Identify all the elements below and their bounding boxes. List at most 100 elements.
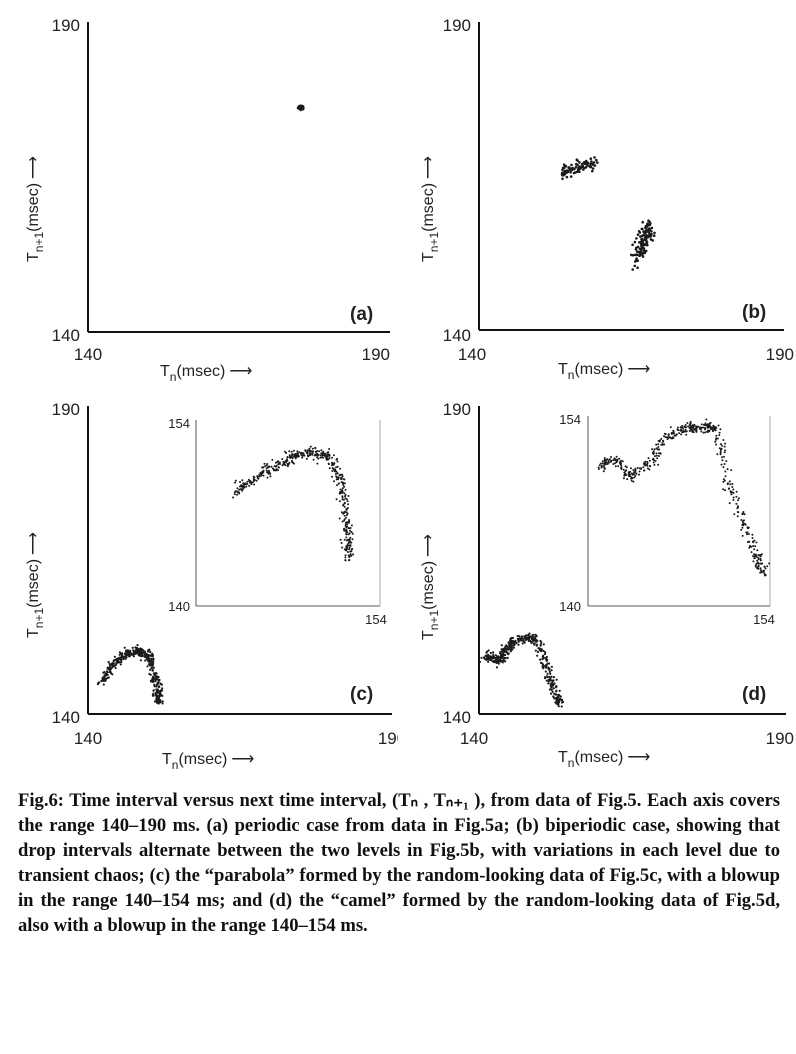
scatter-point	[514, 641, 517, 644]
inset-scatter-point	[602, 470, 605, 473]
scatter-point	[548, 662, 551, 665]
inset-scatter-point	[713, 427, 716, 430]
scatter-point	[644, 249, 648, 253]
inset-scatter-point	[752, 560, 755, 563]
scatter-point	[651, 239, 654, 242]
scatter-point	[161, 694, 164, 697]
inset-scatter-point	[344, 488, 347, 491]
inset-scatter-point	[337, 482, 340, 485]
scatter-point	[110, 672, 113, 675]
scatter-point	[552, 695, 555, 698]
scatter-point	[557, 705, 560, 708]
inset-scatter-point	[763, 570, 765, 572]
scatter-point	[136, 644, 139, 647]
scatter-point	[104, 679, 107, 682]
inset-scatter-point	[309, 452, 311, 455]
inset-scatter-point	[721, 444, 723, 447]
inset-scatter-point	[601, 462, 604, 465]
inset-scatter-point	[342, 478, 345, 481]
inset-scatter-point	[716, 437, 719, 440]
inset-scatter-point	[300, 453, 303, 456]
inset-scatter-point	[614, 459, 617, 462]
inset-scatter-point	[615, 455, 618, 458]
inset-scatter-point	[252, 475, 255, 478]
inset-scatter-point	[340, 511, 343, 514]
inset-scatter-point	[246, 480, 249, 483]
inset-scatter-point	[603, 459, 606, 462]
chart-c-svg: 190 140 140 190 Tn(msec)⟶ Tn+1(msec)⟶ (c…	[25, 400, 406, 772]
scatter-point	[631, 268, 634, 271]
scatter-point	[640, 240, 643, 243]
inset-scatter-point	[339, 538, 342, 541]
scatter-point	[546, 662, 549, 665]
inset-scatter-point	[234, 481, 237, 484]
scatter-point	[148, 660, 151, 663]
scatter-point	[157, 682, 160, 685]
inset-scatter-point	[679, 429, 682, 432]
scatter-point	[539, 658, 542, 661]
inset-scatter-point	[236, 487, 239, 490]
inset-scatter-point	[622, 477, 625, 480]
scatter-point	[553, 682, 556, 685]
inset-scatter-point	[718, 431, 721, 434]
inset-scatter-point	[656, 457, 659, 460]
inset-scatter-point	[336, 465, 339, 468]
scatter-point	[537, 647, 540, 650]
scatter-point	[549, 692, 553, 695]
inset-scatter-point	[732, 498, 735, 501]
inset-scatter-point	[652, 450, 655, 453]
scatter-point	[590, 162, 593, 165]
inset-scatter-point	[281, 458, 284, 461]
scatter-point	[136, 647, 139, 651]
inset-scatter-point	[667, 437, 670, 439]
inset-scatter-point	[262, 466, 264, 469]
inset-scatter-point	[262, 469, 265, 472]
chart-b-svg: 190 140 140 190 Tn(msec) ⟶ Tn+1(msec)⟶ (b…	[420, 16, 794, 382]
inset-scatter-point	[741, 524, 744, 527]
inset-scatter-point	[693, 428, 696, 431]
scatter-point	[112, 661, 115, 665]
scatter-point	[110, 667, 113, 670]
inset-scatter-point	[272, 467, 274, 470]
scatter-point	[548, 675, 551, 678]
inset-scatter-point	[266, 463, 269, 465]
scatter-point	[148, 668, 152, 671]
inset-scatter-point	[658, 452, 660, 455]
inset-scatter-point	[621, 460, 624, 463]
inset-scatter-point	[757, 562, 760, 565]
scatter-point	[485, 650, 489, 653]
y-tick-bottom-d: 140	[443, 708, 471, 727]
scatter-point	[562, 700, 565, 703]
inset-scatter-point	[337, 478, 340, 481]
inset-scatter-point	[707, 429, 709, 432]
inset-scatter-point	[705, 423, 708, 426]
inset-scatter-point	[599, 462, 602, 465]
inset-scatter-point	[291, 453, 293, 456]
scatter-point	[120, 660, 123, 664]
scatter-point	[151, 680, 154, 683]
inset-scatter-point	[322, 454, 325, 457]
x-axis-label-c: Tn(msec) ⟶	[162, 751, 254, 772]
inset-scatter-point	[264, 465, 267, 468]
inset-scatter-point	[344, 559, 347, 562]
scatter-point	[541, 657, 544, 660]
inset-scatter-point	[306, 449, 309, 452]
scatter-points-d	[478, 418, 771, 708]
inset-scatter-point	[607, 459, 610, 462]
inset-scatter-point	[724, 475, 727, 478]
inset-scatter-point	[346, 521, 349, 524]
inset-scatter-point	[643, 469, 646, 472]
scatter-point	[494, 654, 497, 657]
x-tick-left-c: 140	[74, 729, 102, 748]
scatter-point	[633, 240, 637, 244]
inset-scatter-point	[704, 428, 706, 431]
inset-scatter-point	[287, 463, 289, 466]
inset-scatter-point	[700, 426, 703, 429]
inset-scatter-point	[692, 431, 695, 434]
inset-scatter-point	[252, 480, 255, 483]
inset-scatter-point	[314, 447, 317, 450]
inset-scatter-point	[259, 471, 262, 474]
inset-scatter-point	[651, 448, 654, 451]
scatter-point	[495, 666, 499, 669]
scatter-point	[117, 661, 120, 664]
